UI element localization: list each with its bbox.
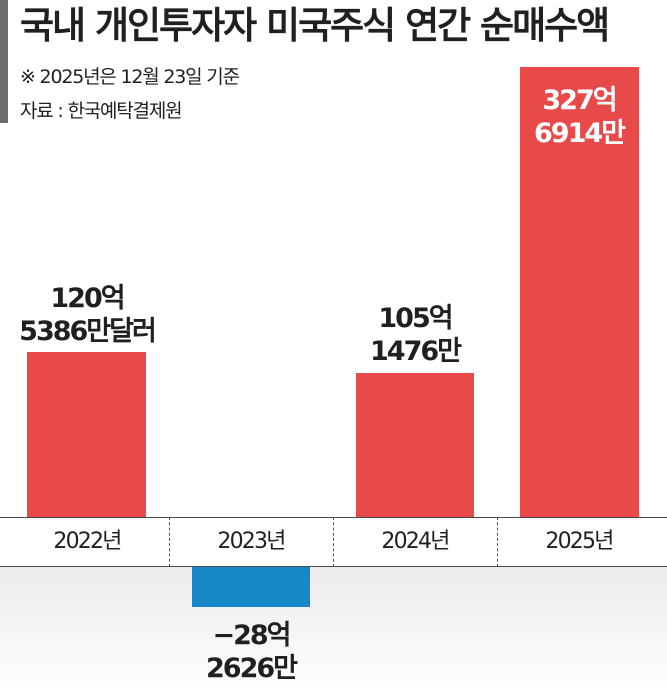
negative-area-background: [0, 567, 667, 692]
axis-separator: [333, 517, 334, 567]
value-label-2023: −28억 2626만: [169, 619, 333, 685]
value-label-line1: −28억: [212, 620, 291, 651]
value-label-line1: 120억: [50, 283, 125, 314]
axis-separator: [497, 517, 498, 567]
value-label-line1: 327억: [542, 85, 617, 116]
chart-title: 국내 개인투자자 미국주식 연간 순매수액: [20, 4, 610, 47]
bar-2022: [27, 352, 146, 517]
chart-source: 자료 : 한국예탁결제원: [20, 100, 183, 122]
value-label-2022: 120억 5386만달러: [0, 282, 184, 348]
x-tick-2022: 2022년: [53, 529, 122, 554]
value-label-line1: 105억: [378, 303, 453, 334]
value-label-2024: 105억 1476만: [333, 302, 497, 368]
value-label-line2: 1476만: [370, 336, 462, 367]
value-label-2025: 327억 6914만: [497, 84, 661, 150]
bar-2023: [192, 567, 310, 607]
x-tick-2023: 2023년: [217, 529, 286, 554]
value-label-line2: 6914만: [534, 118, 626, 149]
chart-note: ※ 2025년은 12월 23일 기준: [20, 66, 240, 88]
value-label-line2: 5386만달러: [19, 316, 157, 347]
bar-2025: [520, 67, 639, 517]
x-tick-2024: 2024년: [381, 529, 450, 554]
title-accent-bar: [0, 0, 8, 123]
axis-separator: [169, 517, 170, 567]
x-tick-2025: 2025년: [545, 529, 614, 554]
bar-2024: [356, 373, 474, 517]
value-label-line2: 2626만: [206, 653, 298, 684]
